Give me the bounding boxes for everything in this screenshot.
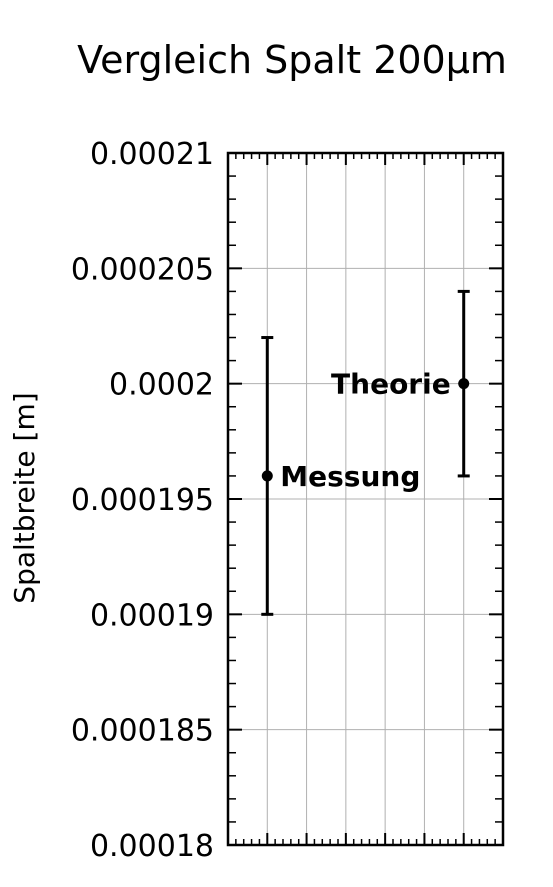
y-tick-label: 0.0002 (109, 368, 214, 403)
y-tick-label: 0.000205 (71, 252, 214, 287)
data-point (458, 378, 470, 390)
y-axis-label: Spaltbreite [m] (8, 392, 41, 603)
point-label: Theorie (331, 368, 451, 401)
y-tick-label: 0.00019 (90, 598, 214, 633)
y-tick-label: 0.000195 (71, 483, 214, 518)
data-point (261, 470, 273, 482)
y-tick-labels: 0.00021 0.000205 0.0002 0.000195 0.00019 0.00… (71, 137, 214, 864)
y-tick-label: 0.000185 (71, 714, 214, 749)
y-tick-label: 0.00018 (90, 829, 214, 864)
chart-title: Vergleich Spalt 200µm (77, 38, 507, 82)
gridlines (228, 153, 503, 845)
plot-frame (226, 151, 505, 847)
data-marks: Messung Theorie (261, 289, 470, 616)
point-label: Messung (280, 460, 420, 493)
y-tick-label: 0.00021 (90, 137, 214, 172)
